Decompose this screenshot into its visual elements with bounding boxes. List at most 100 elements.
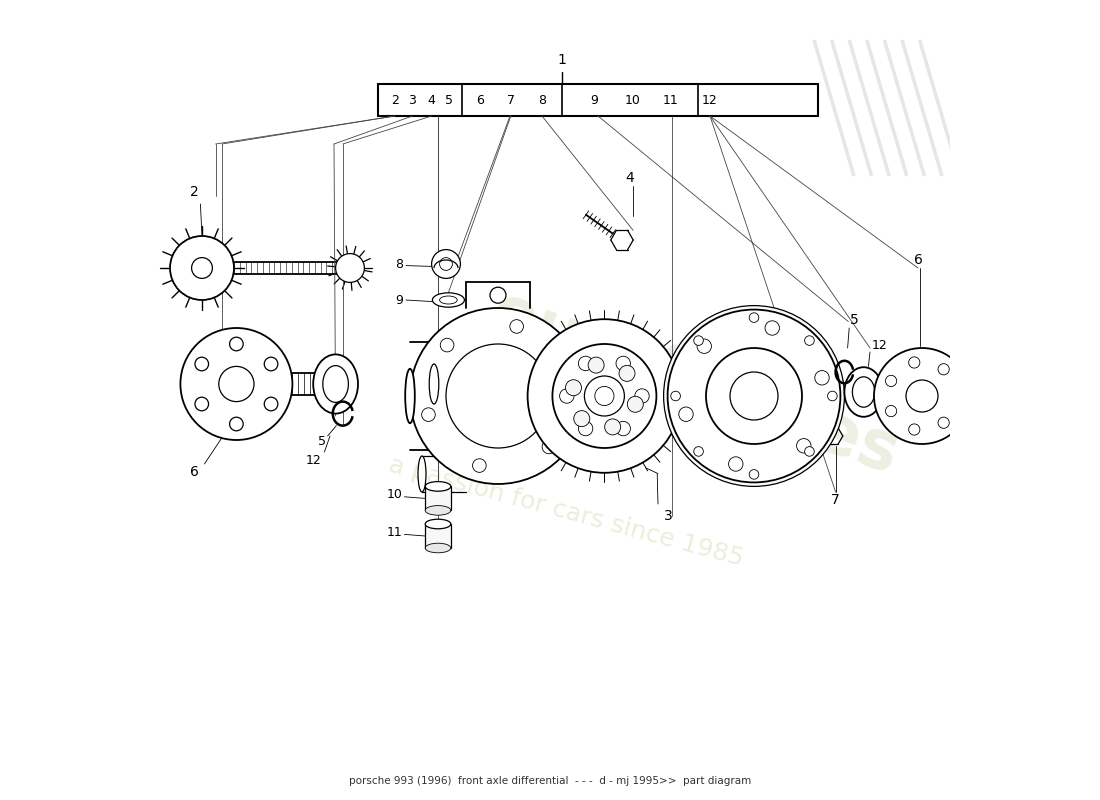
Circle shape xyxy=(730,372,778,420)
Circle shape xyxy=(679,407,693,422)
Circle shape xyxy=(579,356,593,370)
Circle shape xyxy=(804,336,814,346)
Ellipse shape xyxy=(314,354,358,414)
Circle shape xyxy=(619,366,635,382)
Circle shape xyxy=(588,357,604,373)
Circle shape xyxy=(264,397,278,411)
Text: 6: 6 xyxy=(189,465,198,479)
Text: 9: 9 xyxy=(395,294,403,306)
Circle shape xyxy=(230,337,243,350)
Circle shape xyxy=(616,422,630,436)
Circle shape xyxy=(421,408,436,422)
Ellipse shape xyxy=(852,377,874,407)
Circle shape xyxy=(440,258,452,270)
Text: 10: 10 xyxy=(625,94,640,106)
Circle shape xyxy=(560,389,574,403)
Text: 12: 12 xyxy=(306,454,322,466)
Text: 3: 3 xyxy=(408,94,416,106)
Ellipse shape xyxy=(426,482,451,491)
Circle shape xyxy=(431,250,461,278)
Circle shape xyxy=(574,410,590,426)
Circle shape xyxy=(697,339,712,354)
Ellipse shape xyxy=(426,543,451,553)
Circle shape xyxy=(694,336,703,346)
Circle shape xyxy=(764,321,780,335)
Circle shape xyxy=(827,391,837,401)
Circle shape xyxy=(579,422,593,436)
Ellipse shape xyxy=(440,296,458,304)
Circle shape xyxy=(542,440,556,454)
Circle shape xyxy=(694,446,703,456)
Circle shape xyxy=(195,357,209,370)
Ellipse shape xyxy=(405,369,415,423)
Circle shape xyxy=(627,396,644,412)
Text: 5: 5 xyxy=(849,313,858,327)
Text: 2: 2 xyxy=(189,185,198,199)
Text: 2: 2 xyxy=(390,94,398,106)
Text: 4: 4 xyxy=(626,170,635,185)
Circle shape xyxy=(410,308,586,484)
Circle shape xyxy=(565,380,582,396)
Circle shape xyxy=(663,306,845,486)
Text: 12: 12 xyxy=(702,94,718,106)
Circle shape xyxy=(264,357,278,370)
Ellipse shape xyxy=(349,373,356,395)
Circle shape xyxy=(671,391,681,401)
Circle shape xyxy=(336,254,364,282)
Circle shape xyxy=(938,364,949,375)
Circle shape xyxy=(616,356,630,370)
Circle shape xyxy=(728,457,743,471)
Text: 6: 6 xyxy=(914,253,923,267)
Circle shape xyxy=(509,320,524,334)
Circle shape xyxy=(909,424,920,435)
Circle shape xyxy=(191,258,212,278)
Circle shape xyxy=(605,419,620,435)
Circle shape xyxy=(584,376,625,416)
Ellipse shape xyxy=(426,519,451,529)
Text: 9: 9 xyxy=(590,94,598,106)
Circle shape xyxy=(815,370,829,385)
Circle shape xyxy=(938,417,949,428)
Text: 3: 3 xyxy=(664,509,673,523)
Circle shape xyxy=(906,380,938,412)
Text: 11: 11 xyxy=(663,94,679,106)
Text: 1: 1 xyxy=(558,53,566,67)
Text: 8: 8 xyxy=(538,94,546,106)
Circle shape xyxy=(195,397,209,411)
Circle shape xyxy=(552,344,657,448)
Circle shape xyxy=(528,319,681,473)
Circle shape xyxy=(886,375,896,386)
Ellipse shape xyxy=(429,364,439,404)
Text: 5: 5 xyxy=(446,94,453,106)
Circle shape xyxy=(749,470,759,479)
Circle shape xyxy=(561,370,574,384)
Circle shape xyxy=(446,344,550,448)
Text: 11: 11 xyxy=(387,526,403,538)
Text: porsche 993 (1996)  front axle differential  - - -  d - mj 1995>>  part diagram: porsche 993 (1996) front axle differenti… xyxy=(349,776,751,786)
Ellipse shape xyxy=(418,456,426,492)
Bar xyxy=(426,486,451,510)
Circle shape xyxy=(635,389,649,403)
Circle shape xyxy=(886,406,896,417)
Circle shape xyxy=(440,338,454,352)
Text: 5: 5 xyxy=(318,435,326,448)
Text: 4: 4 xyxy=(428,94,436,106)
Circle shape xyxy=(796,438,811,453)
Ellipse shape xyxy=(432,293,464,307)
Text: 10: 10 xyxy=(387,488,403,501)
Circle shape xyxy=(706,348,802,444)
Circle shape xyxy=(230,418,243,430)
Circle shape xyxy=(909,357,920,368)
Circle shape xyxy=(473,458,486,472)
Circle shape xyxy=(180,328,293,440)
Bar xyxy=(426,524,451,548)
Text: 6: 6 xyxy=(475,94,484,106)
Circle shape xyxy=(595,386,614,406)
Circle shape xyxy=(170,236,234,300)
Circle shape xyxy=(219,366,254,402)
Ellipse shape xyxy=(426,506,451,515)
Circle shape xyxy=(874,348,970,444)
Text: a passion for cars since 1985: a passion for cars since 1985 xyxy=(386,453,746,571)
Text: 7: 7 xyxy=(507,94,515,106)
Circle shape xyxy=(950,390,962,402)
